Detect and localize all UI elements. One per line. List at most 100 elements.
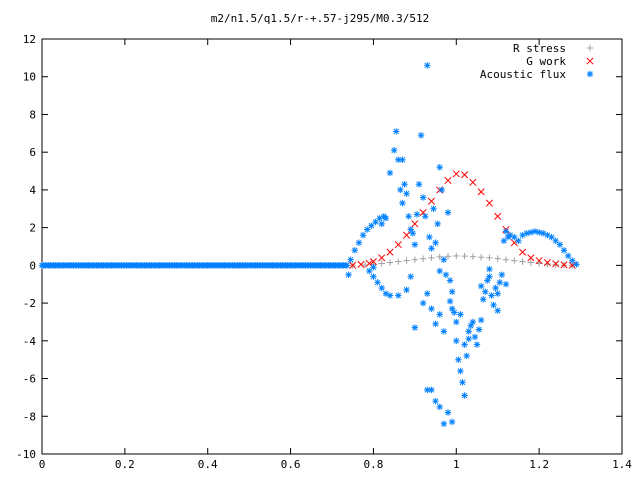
acoustic-flux-point bbox=[399, 156, 406, 163]
acoustic-flux-point bbox=[411, 324, 419, 331]
y-tick-label: 4 bbox=[29, 184, 36, 197]
x-tick-label: 0.4 bbox=[198, 458, 218, 471]
acoustic-flux-point bbox=[465, 335, 472, 343]
acoustic-flux-point bbox=[428, 305, 435, 312]
acoustic-flux-point bbox=[569, 257, 576, 264]
x-tick-label: 0.6 bbox=[281, 458, 301, 471]
g-work-point bbox=[552, 260, 560, 268]
acoustic-flux-point bbox=[436, 311, 443, 318]
acoustic-flux-point bbox=[401, 181, 408, 188]
g-work-point bbox=[349, 261, 357, 269]
acoustic-flux-point bbox=[564, 252, 572, 260]
acoustic-flux-point bbox=[531, 228, 539, 235]
g-work-point bbox=[519, 248, 527, 256]
acoustic-flux-point bbox=[424, 290, 431, 297]
y-tick-label: 2 bbox=[29, 222, 36, 235]
r-stress-point bbox=[453, 252, 460, 260]
acoustic-flux-point bbox=[436, 267, 443, 275]
acoustic-flux-point bbox=[382, 215, 390, 222]
legend-label: G work bbox=[526, 55, 566, 68]
acoustic-flux-point bbox=[448, 418, 456, 426]
acoustic-flux-point bbox=[440, 420, 448, 428]
acoustic-flux-point bbox=[436, 403, 443, 411]
acoustic-flux-point bbox=[370, 273, 377, 280]
r-stress-point bbox=[486, 254, 493, 262]
acoustic-flux-point bbox=[573, 261, 580, 268]
chart-marks bbox=[38, 62, 580, 428]
acoustic-flux-point bbox=[359, 231, 367, 239]
x-tick-label: 1.2 bbox=[529, 458, 549, 471]
acoustic-flux-point bbox=[459, 379, 466, 386]
acoustic-flux-point bbox=[560, 247, 568, 254]
legend-label: Acoustic flux bbox=[480, 68, 566, 81]
g-work-point bbox=[403, 231, 411, 239]
acoustic-flux-point bbox=[438, 186, 445, 194]
y-tick-label: -6 bbox=[23, 373, 36, 386]
acoustic-flux-point bbox=[351, 247, 358, 254]
acoustic-flux-point bbox=[486, 265, 493, 273]
acoustic-flux-point bbox=[374, 279, 381, 286]
g-work-point bbox=[378, 254, 386, 262]
acoustic-flux-point bbox=[527, 229, 535, 236]
acoustic-flux-point bbox=[444, 209, 452, 216]
acoustic-flux-point bbox=[471, 333, 479, 341]
acoustic-flux-point bbox=[490, 301, 497, 309]
acoustic-flux-point bbox=[343, 262, 351, 269]
legend-marker bbox=[586, 44, 594, 52]
acoustic-flux-point bbox=[419, 194, 427, 201]
g-work-point bbox=[560, 261, 568, 269]
acoustic-flux-point bbox=[378, 220, 385, 228]
y-tick-label: 10 bbox=[23, 71, 36, 84]
y-tick-label: -4 bbox=[23, 335, 37, 348]
x-tick-label: 0.2 bbox=[115, 458, 135, 471]
r-stress-point bbox=[461, 252, 468, 260]
acoustic-flux-point bbox=[436, 164, 443, 171]
acoustic-flux-point bbox=[393, 128, 400, 135]
acoustic-flux-point bbox=[397, 186, 404, 194]
acoustic-flux-point bbox=[415, 181, 423, 188]
acoustic-flux-point bbox=[461, 341, 468, 348]
acoustic-flux-point bbox=[488, 292, 495, 299]
acoustic-flux-point bbox=[496, 279, 503, 286]
g-work-point bbox=[411, 220, 419, 228]
acoustic-flux-point bbox=[480, 296, 487, 303]
acoustic-flux-point bbox=[432, 239, 439, 246]
acoustic-flux-point bbox=[403, 190, 410, 197]
g-work-point bbox=[452, 170, 460, 178]
acoustic-flux-point bbox=[345, 271, 352, 278]
acoustic-flux-point bbox=[556, 241, 564, 248]
y-tick-label: -2 bbox=[23, 297, 36, 310]
g-work-point bbox=[369, 258, 377, 266]
plot-area-border bbox=[41, 38, 623, 455]
acoustic-flux-point bbox=[469, 318, 477, 326]
r-stress-point bbox=[386, 259, 394, 266]
acoustic-flux-point bbox=[428, 245, 435, 252]
acoustic-flux-point bbox=[515, 237, 522, 245]
chart-title: m2/n1.5/q1.5/r-+.57-j295/M0.3/512 bbox=[211, 12, 430, 25]
acoustic-flux-point bbox=[440, 256, 448, 263]
acoustic-flux-point bbox=[492, 284, 499, 292]
g-work-point bbox=[394, 241, 402, 249]
acoustic-flux-point bbox=[453, 337, 460, 345]
legend-marker bbox=[586, 70, 594, 78]
acoustic-flux-point bbox=[477, 282, 485, 290]
y-tick-label: -10 bbox=[16, 448, 36, 461]
acoustic-flux-point bbox=[432, 320, 439, 328]
g-work-point bbox=[386, 248, 394, 256]
g-work-point bbox=[543, 258, 551, 267]
acoustic-flux-point bbox=[502, 281, 510, 288]
acoustic-flux-point bbox=[407, 273, 414, 280]
y-tick-label: 0 bbox=[29, 259, 36, 272]
y-tick-label: 12 bbox=[23, 33, 36, 46]
acoustic-flux-point bbox=[440, 328, 448, 335]
r-stress-point bbox=[511, 257, 518, 264]
axes: 0 0.2 0.4 0.6 0.8 1 1.2 1.4 -10 -8 -6 -4 -2 0 2 4 6 8 10 12 bbox=[16, 33, 632, 471]
acoustic-flux-point bbox=[347, 256, 354, 263]
g-work-point bbox=[477, 188, 485, 196]
g-work-point bbox=[427, 197, 435, 205]
g-work-point bbox=[485, 199, 493, 207]
acoustic-flux-point bbox=[451, 309, 458, 316]
acoustic-flux-point bbox=[395, 292, 402, 299]
x-tick-label: 0 bbox=[39, 458, 46, 471]
